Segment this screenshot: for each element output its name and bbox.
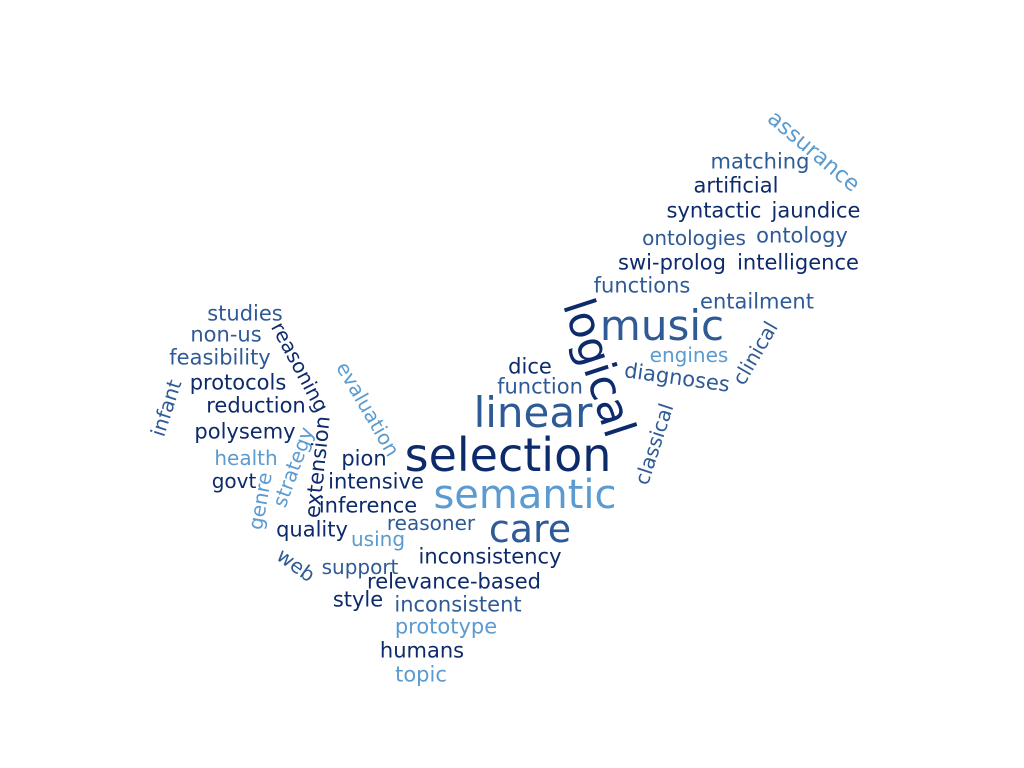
word-engines: engines [649, 343, 729, 367]
word-govt: govt [211, 469, 257, 493]
word-prototype: prototype [394, 614, 498, 639]
word-feasibility: feasibility [169, 345, 271, 370]
word-reduction: reduction [206, 393, 306, 418]
word-topic: topic [395, 662, 447, 687]
word-web: web [272, 543, 320, 587]
word-clinical: clinical [727, 317, 783, 389]
word-function: function [497, 374, 583, 399]
word-support: support [321, 555, 399, 579]
word-syntactic: syntactic [666, 198, 762, 223]
word-relevance-based: relevance-based [367, 569, 541, 594]
word-reasoner: reasoner [386, 511, 476, 535]
word-ontology: ontology [756, 223, 848, 248]
word-evaluation: evaluation [331, 357, 405, 461]
word-dice: dice [508, 354, 552, 379]
word-entailment: entailment [700, 289, 814, 314]
word-style: style [332, 587, 384, 612]
word-ontologies: ontologies [642, 226, 746, 250]
word-semantic: semantic [433, 472, 617, 518]
word-inconsistent: inconsistent [394, 592, 522, 617]
word-artificial: artificial [693, 173, 779, 198]
word-quality: quality [276, 517, 348, 542]
word-using: using [350, 527, 406, 551]
word-matching: matching [710, 149, 810, 174]
word-jaundice: jaundice [771, 198, 861, 223]
word-infant: infant [145, 376, 187, 440]
word-music: music [599, 301, 725, 350]
word-health: health [214, 446, 278, 470]
word-functions: functions [593, 273, 691, 298]
word-humans: humans [379, 638, 465, 663]
word-polysemy: polysemy [194, 419, 296, 444]
word-protocols: protocols [189, 370, 287, 395]
word-linear: linear [473, 388, 593, 437]
word-care: care [488, 507, 572, 551]
word-inconsistency: inconsistency [418, 544, 562, 569]
word-selection: selection [404, 428, 612, 482]
word-intensive: intensive [328, 469, 424, 494]
word-non-us: non-us [190, 322, 262, 347]
word-intelligence: intelligence [737, 250, 859, 275]
word-swi-prolog: swi-prolog [618, 250, 726, 275]
word-studies: studies [207, 301, 283, 326]
word-inference: inference [318, 493, 418, 518]
word-pion: pion [341, 446, 387, 471]
